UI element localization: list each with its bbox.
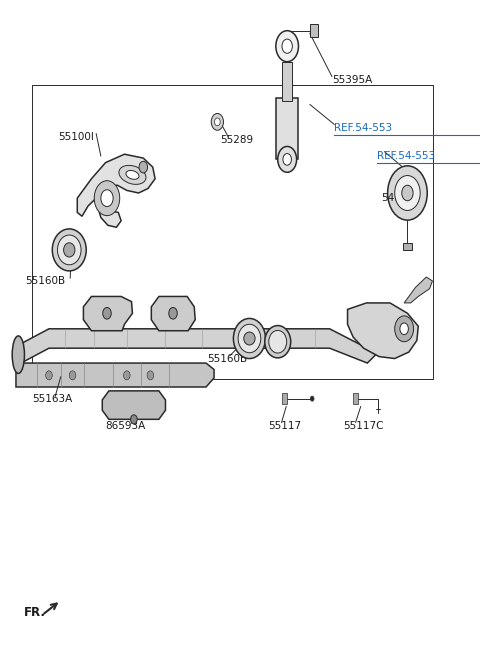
- Ellipse shape: [269, 330, 287, 353]
- Circle shape: [283, 153, 291, 165]
- Ellipse shape: [52, 229, 86, 271]
- Circle shape: [211, 113, 224, 130]
- Circle shape: [282, 39, 292, 53]
- Circle shape: [123, 371, 130, 380]
- Circle shape: [147, 371, 154, 380]
- Ellipse shape: [233, 318, 265, 358]
- Polygon shape: [102, 391, 166, 419]
- Circle shape: [402, 185, 413, 200]
- Circle shape: [94, 181, 120, 215]
- Circle shape: [103, 307, 111, 319]
- Circle shape: [276, 31, 299, 62]
- Text: 55117C: 55117C: [343, 421, 384, 431]
- Circle shape: [69, 371, 76, 380]
- Polygon shape: [282, 394, 287, 403]
- Text: 55395A: 55395A: [332, 75, 372, 85]
- Ellipse shape: [238, 324, 261, 353]
- Polygon shape: [16, 363, 214, 387]
- Circle shape: [131, 415, 137, 424]
- Circle shape: [395, 176, 420, 210]
- Ellipse shape: [119, 166, 146, 184]
- Text: 55117: 55117: [268, 421, 301, 431]
- Polygon shape: [310, 24, 318, 37]
- Circle shape: [278, 147, 297, 172]
- Polygon shape: [353, 394, 358, 403]
- Polygon shape: [282, 62, 292, 101]
- Polygon shape: [403, 244, 412, 250]
- Circle shape: [310, 396, 314, 402]
- Circle shape: [388, 166, 427, 220]
- Text: 86593A: 86593A: [106, 421, 146, 431]
- Circle shape: [395, 316, 414, 342]
- Text: REF.54-553: REF.54-553: [335, 123, 393, 134]
- Circle shape: [215, 118, 220, 126]
- Circle shape: [400, 323, 408, 335]
- Ellipse shape: [244, 332, 255, 345]
- Circle shape: [101, 190, 113, 206]
- Text: 55163A: 55163A: [33, 394, 72, 403]
- Polygon shape: [276, 98, 299, 159]
- Ellipse shape: [58, 235, 81, 265]
- Polygon shape: [151, 297, 195, 331]
- Circle shape: [46, 371, 52, 380]
- Circle shape: [169, 307, 177, 319]
- Ellipse shape: [265, 326, 291, 358]
- Text: 55289: 55289: [220, 135, 253, 145]
- Polygon shape: [77, 154, 155, 227]
- Ellipse shape: [63, 243, 75, 257]
- Text: 55100I: 55100I: [59, 132, 94, 141]
- Polygon shape: [17, 329, 376, 365]
- Text: 55160B: 55160B: [25, 276, 65, 286]
- Text: REF.54-553: REF.54-553: [377, 151, 435, 161]
- Polygon shape: [84, 297, 132, 331]
- Text: FR.: FR.: [24, 605, 46, 618]
- Circle shape: [139, 161, 147, 173]
- Ellipse shape: [126, 170, 139, 179]
- Ellipse shape: [12, 336, 24, 373]
- Polygon shape: [348, 303, 418, 358]
- Text: 55160B: 55160B: [207, 354, 247, 364]
- Text: 54849: 54849: [382, 193, 415, 203]
- Polygon shape: [404, 277, 432, 303]
